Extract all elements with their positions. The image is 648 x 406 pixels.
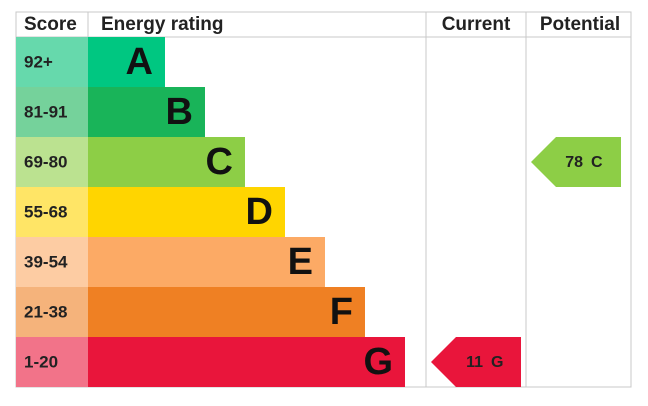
score-label: 39-54: [24, 252, 68, 271]
header-current: Current: [442, 14, 511, 35]
potential-score: 78: [565, 154, 583, 171]
current-rating: G: [491, 354, 503, 371]
rating-letter: E: [288, 241, 313, 283]
rating-bar: [88, 87, 205, 137]
rating-bar: [88, 237, 325, 287]
score-label: 1-20: [24, 352, 58, 371]
score-label: 81-91: [24, 102, 67, 121]
rating-letter: A: [126, 41, 153, 83]
score-label: 55-68: [24, 202, 67, 221]
score-cell: [16, 237, 88, 287]
score-cell: [16, 87, 88, 137]
header-rating: Energy rating: [101, 14, 223, 35]
rating-letter: G: [363, 341, 393, 383]
rating-bar: [88, 287, 365, 337]
rating-bar: [88, 37, 165, 87]
score-label: 92+: [24, 52, 53, 71]
score-label: 21-38: [24, 302, 67, 321]
score-cell: [16, 137, 88, 187]
current-score: 11: [466, 354, 483, 371]
score-cell: [16, 337, 88, 387]
rating-bar: [88, 187, 285, 237]
header-score: Score: [24, 14, 77, 35]
rating-letter: D: [246, 191, 273, 233]
header-potential: Potential: [540, 14, 620, 35]
rating-letter: B: [166, 91, 193, 133]
rating-letter: C: [206, 141, 233, 183]
rating-bar: [88, 337, 405, 387]
score-cell: [16, 287, 88, 337]
potential-arrow: [531, 137, 621, 187]
rating-bar: [88, 137, 245, 187]
potential-rating: C: [591, 154, 603, 171]
score-label: 69-80: [24, 152, 67, 171]
score-cell: [16, 37, 88, 87]
score-cell: [16, 187, 88, 237]
rating-letter: F: [330, 291, 353, 333]
current-arrow: [431, 337, 521, 387]
